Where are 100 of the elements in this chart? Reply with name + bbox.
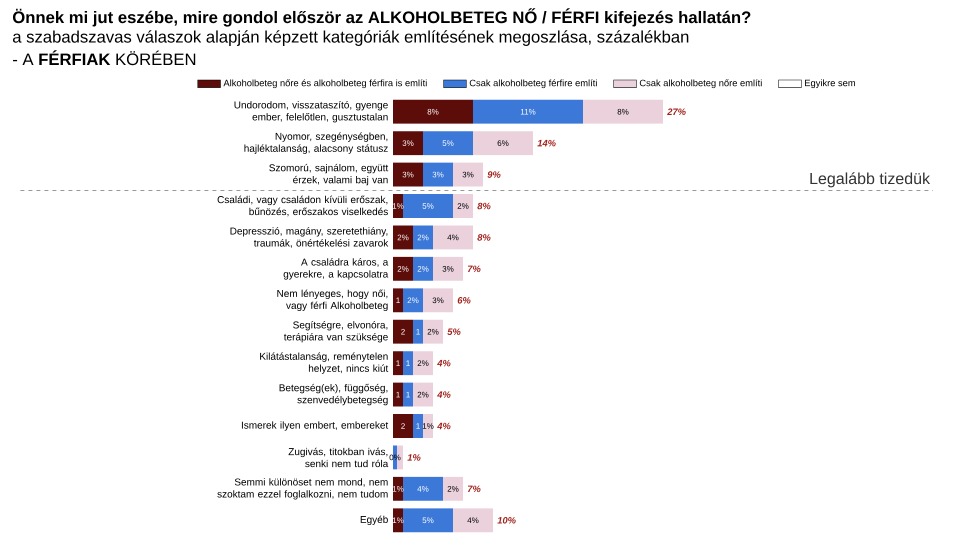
y-tick-label: Betegség(ek), függőség, szenvedélybetegség	[280, 384, 388, 406]
bar	[443, 476, 463, 501]
y-tick-label: Segítségre, elvonóra, terápiára van szüksége	[284, 321, 388, 342]
y-tick-label: Ismerek ilyen embert, embereket	[242, 421, 388, 431]
data-label: 2%	[418, 234, 429, 240]
data-label: 2%	[418, 392, 429, 398]
bar	[403, 194, 453, 218]
bar	[393, 100, 473, 124]
data-label: 3%	[462, 172, 474, 178]
data-label: 3%	[442, 266, 454, 272]
total-label: 8%	[477, 202, 490, 210]
total-label: 8%	[477, 234, 490, 241]
bar	[453, 508, 494, 532]
total-label: 4%	[437, 391, 450, 398]
y-tick-label: Kilátástalanság, reménytelen helyzet, nincs kiút	[260, 352, 388, 374]
total-label: 1%	[407, 454, 420, 461]
data-label: 2%	[418, 266, 429, 272]
y-tick-label: Zugivás, titokban ivás, senki nem tud róla	[288, 448, 388, 468]
y-tick-label: Egyéb	[360, 516, 388, 526]
total-label: 7%	[468, 266, 480, 272]
bar	[413, 256, 434, 281]
data-label: 4%	[447, 234, 459, 240]
data-label: 1	[396, 360, 400, 366]
bar	[413, 225, 434, 250]
bar	[403, 382, 413, 407]
data-label: 1	[406, 392, 410, 398]
data-label: 1	[396, 392, 400, 398]
total-label: 14%	[537, 140, 556, 146]
text: - A FÉRFIAK KÖRÉBEN	[13, 50, 196, 66]
data-label: 5%	[442, 140, 454, 146]
chart-title: Önnek mi jut eszébe, mire gondol először az ALKOHOLBETEG NŐ / FÉRFI kifejezés hallatán?	[12, 8, 750, 27]
data-label: 4%	[417, 486, 429, 492]
data-label: 2%	[428, 328, 439, 335]
legend-label: Csak alkoholbeteg férfire említi	[470, 79, 597, 88]
total-label: 7%	[468, 486, 480, 492]
legend-label: Egyikre sem	[805, 79, 856, 88]
data-label: 2%	[398, 234, 409, 240]
y-tick-label: Semmi különöset nem mond, nem szoktam ezzel foglalkozni, nem tudom	[217, 478, 388, 500]
bar	[413, 382, 434, 407]
total-label: 4%	[437, 422, 450, 430]
y-tick-label: Nem lényeges, hogy női, vagy férfi Alkoholbeteg	[277, 290, 388, 312]
bar	[393, 320, 413, 344]
bar	[423, 320, 443, 344]
data-label: 3%	[432, 172, 444, 178]
data-label: 6%	[498, 140, 509, 146]
bar	[393, 131, 424, 156]
data-label: 2%	[458, 203, 469, 209]
bar	[403, 351, 413, 376]
y-tick-label: Nyomor, szegénységben, hajléktalanság, alacsony státusz	[244, 132, 388, 154]
total-label: 9%	[487, 171, 500, 178]
y-tick-label: Családi, vagy családon kívüli erőszak, bűnözés, erőszakos viselkedés	[218, 196, 388, 216]
data-label: 5%	[422, 517, 434, 524]
bar	[413, 414, 424, 438]
bar	[423, 131, 473, 156]
data-label: 1	[396, 298, 400, 304]
total-label: 6%	[458, 296, 470, 304]
data-label: 2	[401, 423, 405, 429]
bar	[393, 162, 424, 187]
data-label: 1	[416, 423, 420, 429]
data-label: 2%	[448, 486, 459, 492]
bar	[473, 131, 533, 156]
data-label: 2%	[398, 266, 409, 272]
total-label: 5%	[447, 328, 460, 335]
y-tick-label: A családra káros, a gyerekre, a kapcsolatra	[284, 258, 388, 280]
bar	[433, 225, 473, 250]
bar	[403, 476, 443, 501]
text: Legalább tizedük	[810, 172, 930, 188]
data-label: 11%	[520, 108, 536, 115]
data-label: 3%	[432, 297, 444, 304]
y-tick-label: Undorodom, visszataszító, gyenge ember, felelőtlen, gusztustalan	[234, 101, 388, 122]
bar	[393, 382, 403, 407]
data-label: 2%	[418, 360, 429, 366]
bar	[393, 288, 403, 312]
y-tick-label: Depresszió, magány, szeretethiány, traumák, önértékelési zavarok	[230, 227, 388, 248]
bar	[403, 508, 453, 532]
bar	[393, 414, 413, 438]
bar	[413, 351, 434, 376]
data-label: 4%	[467, 517, 479, 524]
data-label: 3%	[402, 172, 414, 178]
chart-subtitle: a szabadszavas válaszok alapján képzett kategóriák említésének megoszlása, százalékban	[12, 30, 688, 46]
bar	[453, 162, 483, 187]
data-label: 1	[416, 328, 420, 334]
data-label: 8%	[428, 108, 439, 115]
bar	[403, 288, 424, 312]
legend-label: Csak alkoholbeteg nőre említi	[640, 79, 762, 88]
data-label: 2%	[408, 297, 419, 304]
y-tick-label: Szomorú, sajnálom, együtt érzek, valami baj van	[269, 164, 388, 186]
total-label: 4%	[437, 360, 450, 366]
bar	[583, 100, 663, 124]
data-label: 3%	[402, 140, 414, 146]
total-label: 10%	[497, 516, 516, 524]
data-label: 2	[401, 328, 405, 335]
bar	[393, 351, 403, 376]
bar	[393, 256, 413, 281]
bar	[433, 256, 463, 281]
data-label: 5%	[422, 203, 434, 209]
legend-label: Alkoholbeteg nőre és alkoholbeteg férfira is említi	[223, 79, 427, 88]
total-label: 27%	[667, 108, 686, 115]
bar	[423, 162, 453, 187]
bar	[393, 225, 413, 250]
